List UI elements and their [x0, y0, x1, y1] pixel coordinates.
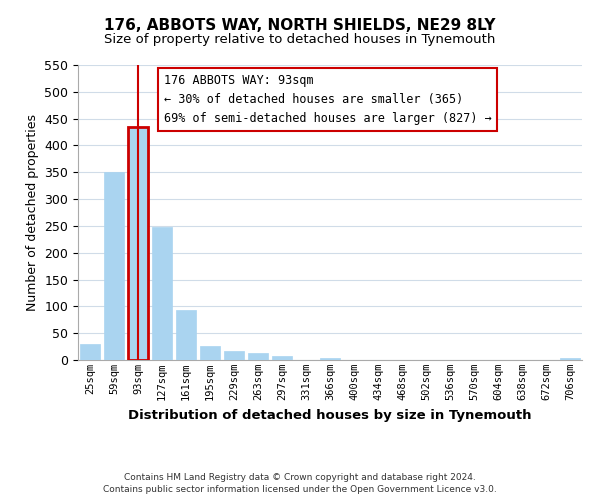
Text: Contains public sector information licensed under the Open Government Licence v3: Contains public sector information licen…	[103, 485, 497, 494]
Bar	[224, 352, 244, 360]
Text: 176 ABBOTS WAY: 93sqm
← 30% of detached houses are smaller (365)
69% of semi-det: 176 ABBOTS WAY: 93sqm ← 30% of detached …	[164, 74, 491, 125]
Bar	[560, 358, 580, 360]
Bar	[128, 126, 148, 360]
Bar	[104, 172, 124, 360]
Bar	[176, 310, 196, 360]
Text: 176, ABBOTS WAY, NORTH SHIELDS, NE29 8LY: 176, ABBOTS WAY, NORTH SHIELDS, NE29 8LY	[104, 18, 496, 32]
Text: Size of property relative to detached houses in Tynemouth: Size of property relative to detached ho…	[104, 32, 496, 46]
Bar	[248, 353, 268, 360]
Bar	[272, 356, 292, 360]
Y-axis label: Number of detached properties: Number of detached properties	[26, 114, 39, 311]
Bar	[320, 358, 340, 360]
Bar	[200, 346, 220, 360]
Text: Contains HM Land Registry data © Crown copyright and database right 2024.: Contains HM Land Registry data © Crown c…	[124, 472, 476, 482]
Bar	[80, 344, 100, 360]
Bar	[152, 227, 172, 360]
X-axis label: Distribution of detached houses by size in Tynemouth: Distribution of detached houses by size …	[128, 408, 532, 422]
